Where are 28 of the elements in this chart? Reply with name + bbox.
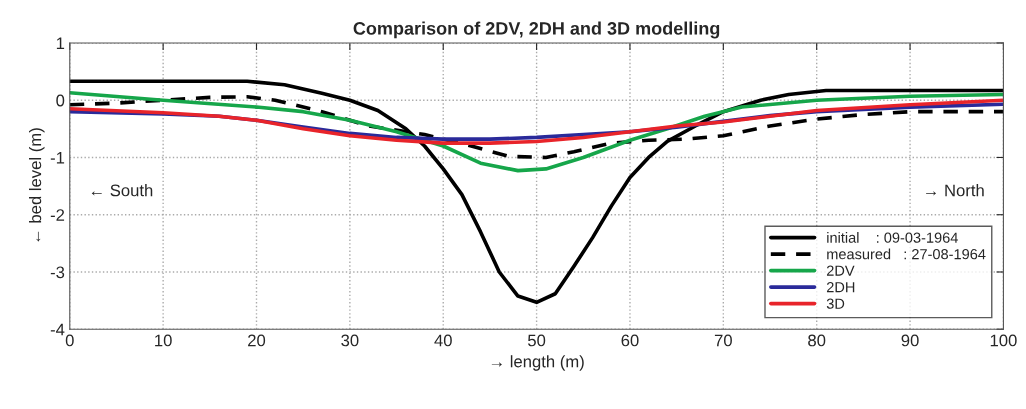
- x-tick-label: 70: [714, 334, 732, 347]
- x-tick-label: 20: [248, 334, 266, 347]
- legend-label: measured : 27-08-1964: [827, 248, 986, 260]
- x-tick-label: 80: [808, 334, 826, 347]
- y-tick-label: 1: [56, 37, 65, 49]
- x-tick-label: 100: [990, 334, 1017, 347]
- x-tick-label: 50: [528, 334, 546, 347]
- y-tick-label: -4: [50, 323, 65, 336]
- annotation: ← South: [91, 184, 153, 197]
- x-tick-label: 30: [341, 334, 359, 347]
- chart-title: Comparison of 2DV, 2DH and 3D modelling: [353, 21, 720, 39]
- y-tick-label: -1: [50, 152, 65, 164]
- x-tick-label: 40: [434, 334, 452, 347]
- x-tick-label: 60: [621, 334, 639, 347]
- legend-label: 2DV: [826, 265, 855, 276]
- x-tick-label: 0: [65, 334, 74, 347]
- line-series: [69, 90, 1004, 173]
- legend-label: initial : 09-03-1964: [827, 232, 958, 243]
- y-tick-label: 0: [56, 94, 65, 107]
- x-tick-label: 90: [901, 334, 919, 347]
- y-tick-label: -3: [50, 266, 65, 279]
- annotation: → North: [926, 184, 984, 197]
- x-axis-title: → length (m): [491, 355, 584, 371]
- y-axis-title: ← bed level (m): [29, 128, 45, 242]
- legend-label: 3D: [826, 298, 845, 309]
- y-tick-label: -2: [50, 209, 65, 221]
- legend-label: 2DH: [826, 282, 855, 293]
- x-tick-label: 10: [155, 334, 172, 347]
